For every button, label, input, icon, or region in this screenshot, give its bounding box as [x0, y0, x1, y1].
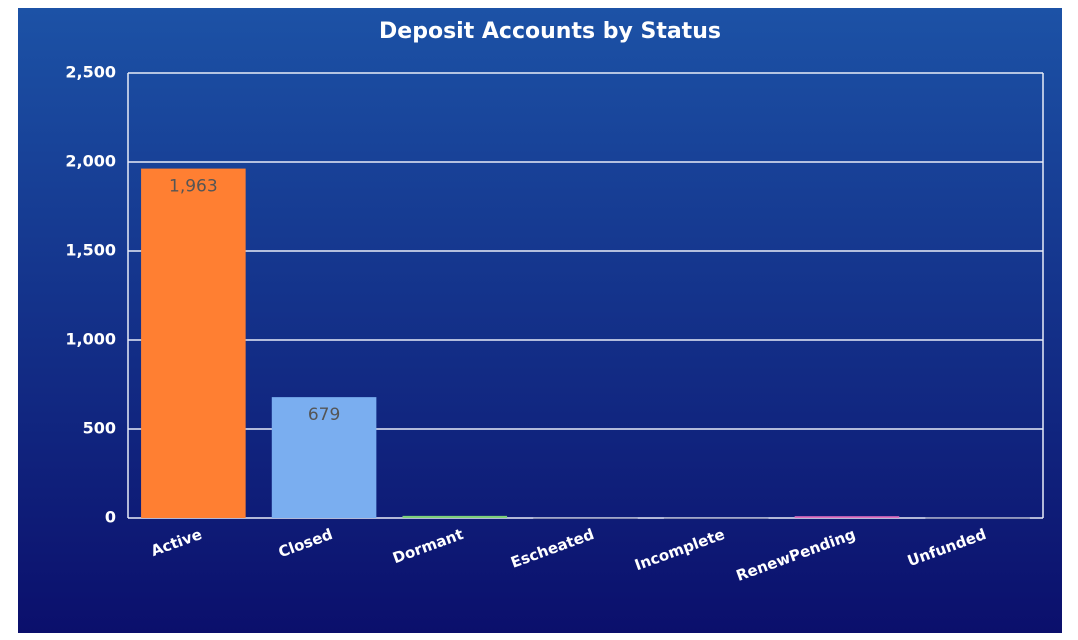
y-tick-label: 2,000	[65, 152, 116, 171]
data-label: 679	[308, 405, 340, 425]
bar	[271, 397, 377, 518]
y-tick-label: 2,500	[65, 63, 116, 82]
bar	[141, 168, 246, 518]
y-tick-label: 0	[105, 508, 116, 527]
bar	[402, 515, 508, 518]
bar	[533, 517, 638, 519]
y-tick-label: 500	[83, 419, 116, 438]
bar	[663, 517, 769, 519]
bar	[794, 516, 900, 518]
y-tick-label: 1,000	[65, 330, 116, 349]
y-tick-label: 1,500	[65, 241, 116, 260]
data-label: 1,963	[169, 177, 218, 197]
chart-title: Deposit Accounts by Status	[379, 19, 721, 44]
bar	[925, 517, 1030, 519]
